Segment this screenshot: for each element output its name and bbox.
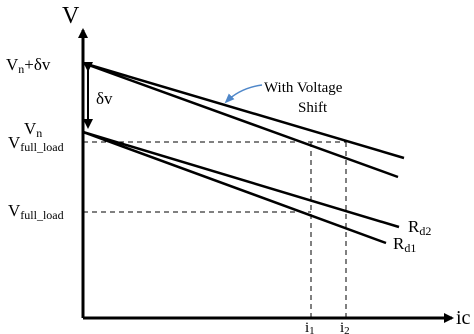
line-rd1: [82, 130, 387, 245]
vfull-load-lower-label: Vfull_load: [8, 201, 64, 222]
rd2-label: Rd2: [408, 217, 431, 238]
vn-label: Vn: [24, 119, 42, 140]
i2-label: i2: [340, 320, 350, 334]
shifted-line-rd2: [82, 61, 405, 160]
vn-plus-dv-label: Vn+δv: [6, 55, 51, 76]
annotation-line1: With Voltage: [264, 80, 343, 96]
x-axis-label: ic: [456, 307, 471, 329]
delta-v-label: δv: [96, 89, 113, 108]
rd1-label: Rd1: [393, 234, 416, 255]
annotation-arrow: [224, 84, 263, 104]
i1-label: i1: [305, 320, 315, 334]
y-axis-label: V: [62, 3, 80, 29]
shifted-line-rd1: [82, 61, 399, 179]
annotation-line2: Shift: [298, 100, 328, 116]
line-rd2: [82, 130, 400, 229]
